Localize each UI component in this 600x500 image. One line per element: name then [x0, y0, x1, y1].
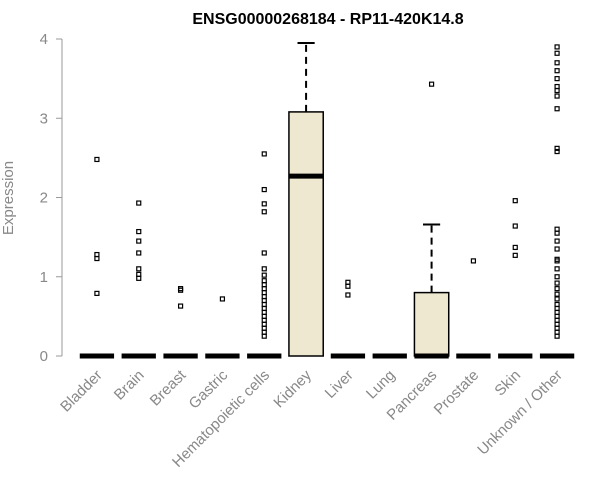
outlier-point [94, 156, 100, 163]
outlier-point [554, 274, 560, 280]
chart-title: ENSG00000268184 - RP11-420K14.8 [192, 11, 463, 28]
outlier-point [136, 266, 142, 272]
box-group-kidney [288, 41, 324, 357]
plot-area [79, 41, 575, 359]
outlier-point [261, 151, 267, 157]
outlier-point [136, 238, 142, 244]
x-tick-label: Breast [147, 366, 190, 409]
y-axis-label: Expression [0, 161, 17, 235]
outlier-point [554, 60, 560, 66]
outlier-point [512, 252, 518, 258]
box [288, 111, 324, 357]
outlier-point [177, 287, 184, 293]
x-tick-label: Prostate [431, 367, 483, 419]
outlier-point [554, 258, 560, 264]
box-group-gastric [205, 296, 240, 359]
box-group-unknown-other [539, 44, 575, 359]
outlier-point [345, 292, 351, 298]
x-tick-label: Lung [363, 367, 399, 403]
outlier-point [219, 296, 226, 302]
outlier-point [512, 198, 518, 204]
y-tick-label: 4 [40, 31, 48, 48]
outlier-point [261, 266, 267, 272]
outlier-point [554, 44, 560, 50]
box-group-liver [330, 279, 366, 359]
outlier-point [261, 333, 267, 339]
y-axis: 0 1 2 3 4 [40, 31, 63, 365]
outlier-point [554, 148, 560, 155]
y-tick-label: 2 [40, 190, 48, 207]
box-group-bladder [79, 156, 115, 359]
box-group-prostate [456, 258, 491, 359]
outlier-point [136, 275, 142, 281]
outlier-point [554, 68, 560, 74]
outlier-point [554, 238, 560, 244]
outlier-point [554, 230, 560, 236]
box [413, 291, 450, 357]
outlier-point [261, 250, 267, 256]
outlier-point [554, 266, 560, 272]
outlier-point [554, 50, 560, 56]
outlier-point [261, 201, 267, 207]
outlier-point [554, 145, 560, 151]
outlier-point [345, 283, 351, 289]
outlier-point [512, 244, 518, 251]
outlier-point [554, 291, 560, 297]
x-tick-label: Liver [322, 367, 357, 402]
outlier-point [177, 303, 184, 309]
outlier-point [94, 290, 100, 296]
outlier-point [470, 258, 477, 264]
box-group-skin [498, 198, 533, 359]
y-tick-label: 0 [40, 348, 48, 365]
outlier-point [94, 255, 100, 262]
outlier-point [136, 228, 142, 235]
outlier-point [261, 186, 267, 193]
outlier-point [261, 272, 267, 278]
box-group-pancreas [413, 81, 450, 359]
outlier-point [512, 223, 518, 229]
outlier-point [136, 200, 142, 206]
outlier-point [554, 93, 560, 99]
box-group-brain [121, 200, 156, 359]
outlier-point [136, 250, 142, 256]
outlier-point [261, 209, 267, 215]
y-tick-label: 3 [40, 110, 48, 127]
box-group-hematopoietic-cells [247, 151, 282, 359]
outlier-point [554, 87, 560, 94]
outlier-point [428, 81, 435, 87]
box-group-breast [163, 286, 198, 359]
x-tick-label: Kidney [270, 366, 315, 411]
outlier-point [554, 333, 560, 339]
x-tick-label: Brain [111, 367, 148, 404]
x-tick-label: Bladder [57, 367, 106, 416]
outlier-point [554, 280, 560, 286]
outlier-point [554, 106, 560, 112]
x-tick-label: Skin [491, 367, 524, 400]
y-tick-label: 1 [40, 269, 48, 286]
outlier-point [554, 296, 560, 302]
outlier-point [554, 246, 560, 252]
outlier-point [554, 76, 560, 82]
outlier-point [554, 286, 560, 292]
